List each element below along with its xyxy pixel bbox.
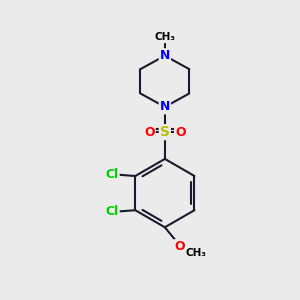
Text: CH₃: CH₃ xyxy=(154,32,176,42)
Text: N: N xyxy=(160,49,170,62)
Text: Cl: Cl xyxy=(106,205,119,218)
Text: Cl: Cl xyxy=(106,168,119,181)
Text: S: S xyxy=(160,125,170,139)
Text: CH₃: CH₃ xyxy=(186,248,207,258)
Text: O: O xyxy=(144,126,155,139)
Text: N: N xyxy=(160,100,170,113)
Text: O: O xyxy=(174,240,185,253)
Text: O: O xyxy=(175,126,186,139)
